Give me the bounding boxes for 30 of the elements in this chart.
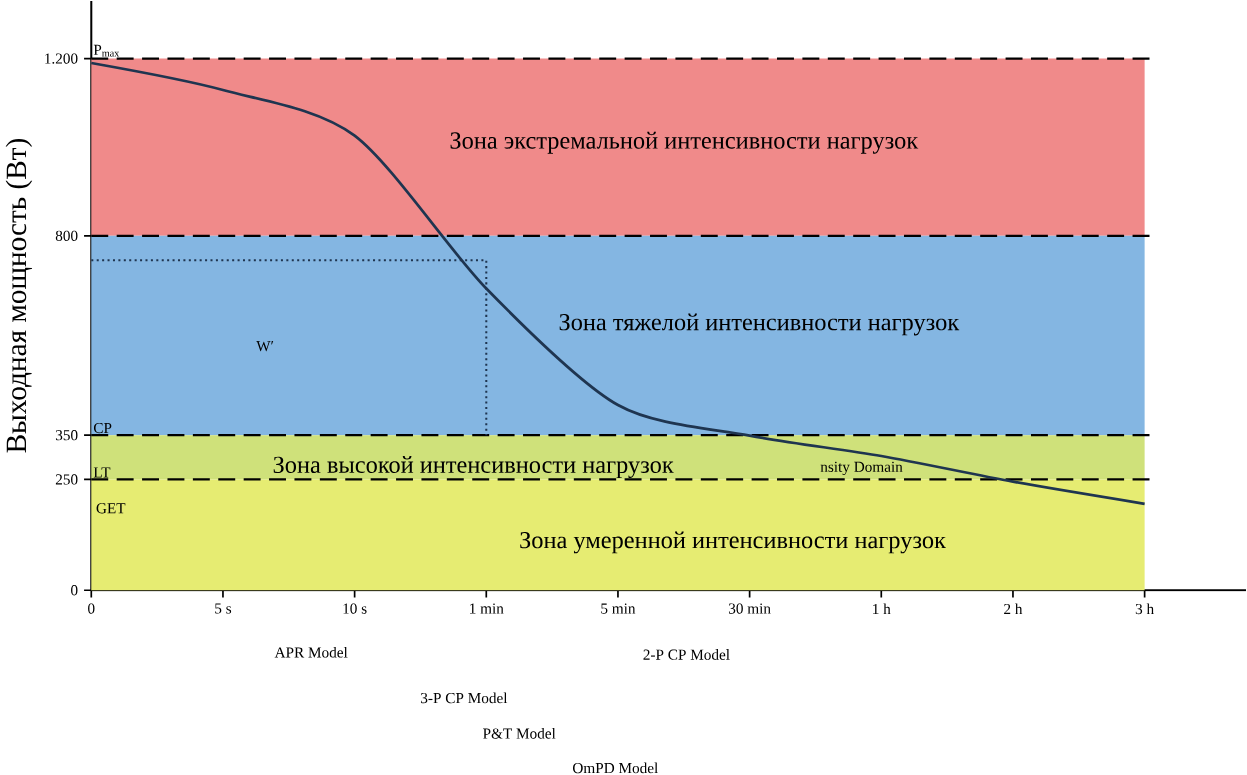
band-label: Зона тяжелой интенсивности нагрузок: [559, 313, 960, 336]
text: 2-P CP Model: [643, 649, 730, 660]
y-tick-label: 1.200: [45, 53, 78, 64]
y-tick-label: 350: [55, 430, 78, 441]
y-axis-title: Выходная мощность (Вт): [5, 139, 33, 453]
y-tick-label: 250: [55, 474, 78, 485]
y-tick-label: 800: [55, 230, 78, 241]
y-tick-label: 0: [71, 585, 78, 596]
ref-line-label: CP: [93, 422, 112, 434]
band-label: Зона высокой интенсивности нагрузок: [273, 456, 674, 479]
x-tick-label: 3 h: [1135, 603, 1154, 615]
x-tick-label: 5 s: [215, 603, 232, 614]
x-tick-label: 2 h: [1004, 603, 1023, 615]
text: OmPD Model: [572, 762, 658, 774]
ref-line-label: LT: [93, 467, 111, 478]
annotation: nsity Domain: [820, 461, 903, 476]
x-tick-label: 1 h: [873, 603, 891, 615]
band-label: Зона умеренной интенсивности нагрузок: [520, 531, 946, 554]
band-label: Зона экстремальной интенсивности нагрузок: [450, 131, 919, 154]
annotation: GET: [96, 503, 126, 514]
text: APR Model: [274, 646, 348, 658]
text: 3-P CP Model: [421, 692, 508, 704]
x-tick-label: 10 s: [343, 603, 367, 614]
x-tick-label: 5 min: [601, 603, 636, 614]
annotation: W′: [256, 341, 274, 352]
x-tick-label: 1 min: [470, 603, 504, 614]
x-tick-label: 30 min: [728, 603, 771, 614]
text: P&T Model: [483, 727, 556, 739]
ref-line-label: P$_{max}$: [93, 44, 120, 57]
x-tick-label: 0: [88, 603, 95, 614]
